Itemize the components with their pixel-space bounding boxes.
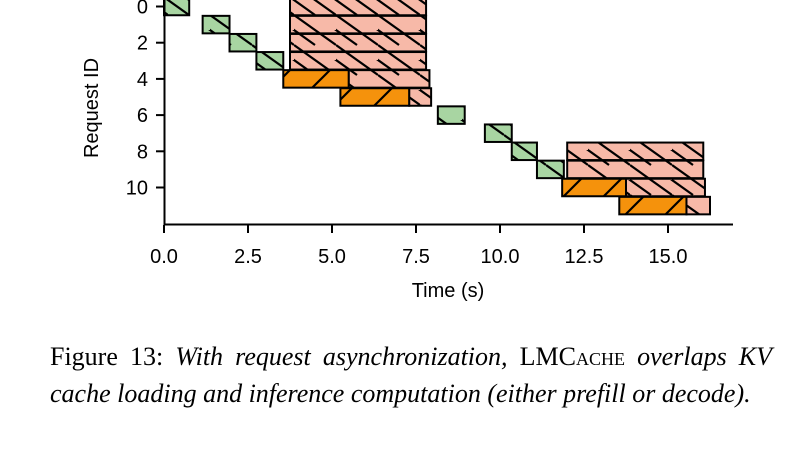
bar-request-4-salmon — [347, 69, 431, 89]
bar-request-10-salmon — [625, 177, 706, 198]
y-tick-label: 10 — [126, 178, 148, 200]
y-tick-label: 8 — [137, 141, 148, 163]
y-tick-label: 4 — [137, 69, 148, 91]
figure-caption: Figure 13: With request asynchronization… — [50, 338, 772, 412]
x-tick-label: 12.5 — [565, 246, 604, 268]
x-tick-label: 2.5 — [234, 246, 262, 268]
y-tick-label: 6 — [137, 105, 148, 127]
bar-request-2-green — [228, 32, 258, 53]
bar-request-8-salmon — [566, 141, 705, 162]
bar-request-4-orange — [282, 69, 350, 89]
y-ticks: 0 2 4 6 8 10 — [126, 0, 164, 200]
bar-request-7-green — [483, 123, 513, 143]
x-axis-title: Time (s) — [412, 280, 485, 302]
gantt-chart: 0.0 2.5 5.0 7.5 10.0 12.5 15.0 0 2 4 6 8 10 Time (s… — [81, 0, 733, 302]
bar-request-2-salmon — [289, 32, 428, 53]
y-axis-title: Request ID — [81, 58, 103, 158]
bar-request-11-orange — [618, 195, 688, 216]
bar-request-6-green — [436, 105, 466, 125]
x-tick-label: 0.0 — [150, 246, 178, 268]
x-tick-label: 7.5 — [402, 246, 430, 268]
y-tick-label: 0 — [137, 0, 148, 19]
x-ticks: 0.0 2.5 5.0 7.5 10.0 12.5 15.0 — [150, 225, 687, 268]
bar-request-8-green — [510, 141, 538, 162]
axes — [163, 0, 733, 226]
bar-request-1-salmon — [289, 14, 428, 35]
bar-request-1-green — [201, 14, 231, 35]
bar-request-5-salmon — [408, 87, 433, 107]
caption-italic-2: overlaps KV cache loading and inference … — [50, 342, 773, 408]
bar-request-9-salmon — [566, 159, 705, 180]
caption-prefix: Figure 13: — [50, 342, 176, 371]
x-tick-label: 10.0 — [481, 246, 520, 268]
bar-request-3-salmon — [289, 51, 428, 71]
bar-request-5-orange — [339, 87, 411, 107]
bars-layer — [163, 0, 711, 216]
x-tick-label: 5.0 — [318, 246, 346, 268]
x-tick-label: 15.0 — [649, 246, 688, 268]
bar-request-0-green — [163, 0, 191, 17]
caption-italic-1: With request asynchronization, — [175, 342, 508, 371]
bar-request-11-salmon — [685, 195, 711, 216]
bar-request-9-green — [535, 159, 565, 180]
bar-request-10-orange — [561, 177, 627, 198]
bar-request-0-salmon — [289, 0, 428, 17]
caption-system-name: LMCache — [519, 342, 626, 371]
bar-request-3-green — [255, 51, 285, 71]
y-tick-label: 2 — [137, 33, 148, 55]
